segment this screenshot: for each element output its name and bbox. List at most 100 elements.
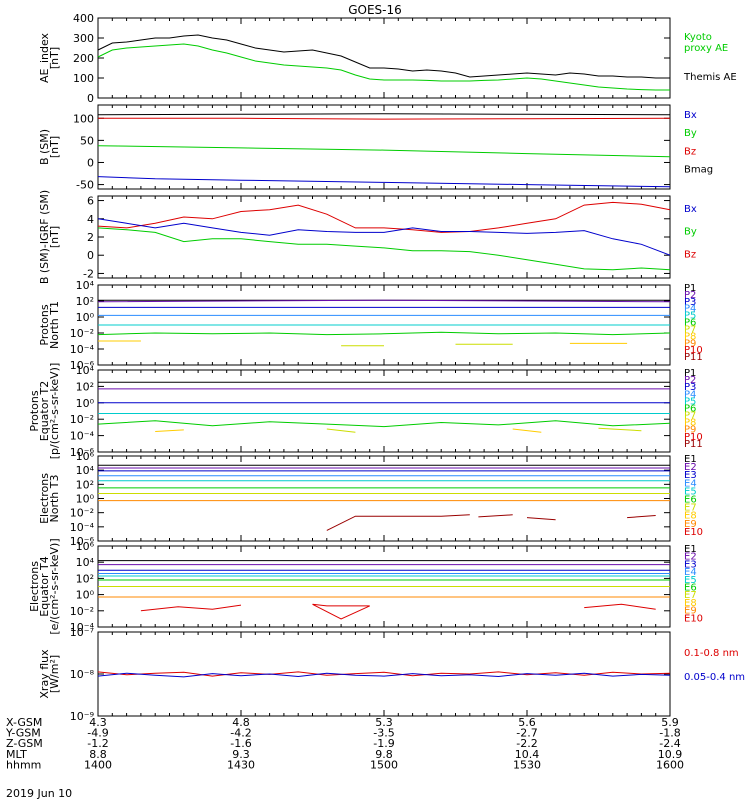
legend-item: E2 (684, 462, 697, 473)
y-tick-label: 0 (87, 156, 94, 169)
plot-frame (97, 455, 671, 542)
legend-item: P5 (684, 311, 696, 322)
y-axis-label-line: [W/m²] (48, 655, 61, 693)
legend-item: E7 (684, 503, 697, 514)
y-tick-label: 10⁻⁹ (70, 710, 94, 723)
series-line-5 (97, 420, 671, 428)
y-axis-label-line: AE_index (38, 32, 51, 83)
y-axis-label-line: B (SM) (38, 129, 51, 165)
series-line-10 (478, 514, 513, 518)
series-line-7 (326, 428, 356, 433)
series-line-9 (140, 604, 242, 612)
y-axis-label-line: Equator T4 (38, 556, 51, 616)
legend-item: By (684, 128, 697, 139)
y-tick-label: 10⁴ (76, 556, 95, 569)
legend-item: Bx (684, 110, 697, 121)
axis-row-value: 9.3 (232, 748, 250, 761)
legend-item: P10 (684, 432, 703, 443)
y-tick-label: 100 (73, 112, 94, 125)
y-tick-label: 6 (87, 195, 94, 208)
legend-item: P8 (684, 418, 696, 429)
legend-item: Themis AE (683, 72, 737, 83)
legend: Bx By Bz (684, 204, 697, 261)
legend-item: E9 (684, 606, 697, 617)
legend-item: E1 (684, 544, 697, 555)
axis-row-value: 1400 (84, 758, 112, 771)
y-axis-label-line: Protons (38, 304, 51, 345)
y-axis-label: B (SM)[nT] (38, 129, 61, 165)
axis-row-value: 8.8 (89, 748, 107, 761)
y-tick-label: 100 (73, 72, 94, 85)
axis-row-value: 1600 (656, 758, 684, 771)
axis-row-value: 4.3 (89, 716, 107, 729)
axis-row-value: 1530 (513, 758, 541, 771)
panel-2: -50 0 50 100 B (SM)[nT] Bx By Bz Bmag (38, 104, 713, 192)
legend-item: Bmag (684, 165, 713, 176)
y-tick-label: 10⁻⁴ (70, 430, 95, 443)
axis-row-value: 10.4 (515, 748, 540, 761)
y-axis-label-line: Electrons (38, 473, 51, 524)
y-axis-label-line: Xray flux (38, 649, 51, 699)
y-tick-label: 0 (87, 249, 94, 262)
legend-item: P1 (684, 283, 696, 294)
y-tick-label: 400 (73, 12, 94, 25)
legend-item: E1 (684, 454, 697, 465)
y-tick-label: 10⁰ (76, 493, 95, 506)
axis-row-value: 10.9 (658, 748, 683, 761)
series-line-8 (512, 428, 542, 433)
legend-item: P3 (684, 382, 696, 393)
legend-item: E4 (684, 567, 697, 578)
axis-row-value: 5.9 (661, 716, 679, 729)
legend-item: P10 (684, 345, 703, 356)
y-axis-label-line: [p/(cm²-s-sr-keV)] (48, 363, 61, 460)
legend-item: E4 (684, 478, 697, 489)
y-tick-label: 10⁻⁶ (70, 446, 95, 459)
y-tick-label: 2 (87, 231, 94, 244)
legend-item: P11 (684, 439, 703, 450)
axis-row-value: 4.8 (232, 716, 250, 729)
y-tick-label: 10⁴ (76, 364, 95, 377)
y-tick-label: 300 (73, 32, 94, 45)
y-tick-label: 10² (76, 572, 94, 585)
y-axis-label-line: Equator T2 (38, 381, 51, 441)
legend-item: E6 (684, 583, 697, 594)
legend-item: E2 (684, 552, 697, 563)
axis-row-value: -1.2 (87, 737, 108, 750)
legend-item: P4 (684, 389, 696, 400)
y-axis-label-line: [e/(cm²-s-sr-keV)] (48, 538, 61, 634)
series-line-6 (155, 429, 184, 432)
y-axis-label-line: [nT] (48, 136, 61, 158)
y-tick-label: -50 (76, 179, 94, 192)
legend-item: P9 (684, 425, 696, 436)
y-axis-label-line: [nT] (48, 226, 61, 248)
legend-item: P7 (684, 411, 696, 422)
y-tick-label: 200 (73, 52, 94, 65)
y-axis-label: AE_index[nT] (38, 32, 61, 83)
axis-row-value: -3.5 (373, 727, 394, 740)
series-line-3 (97, 227, 671, 271)
axis-row-value: -4.2 (230, 727, 251, 740)
y-tick-label: 10² (76, 295, 94, 308)
legend-item: E8 (684, 598, 697, 609)
y-tick-label: 10⁻⁷ (70, 626, 94, 639)
series-line-9 (326, 514, 470, 531)
panel-8: 10⁻⁹ 10⁻⁸ 10⁻⁷ Xray flux[W/m²] 0.1-0.8 nm 0.0… (38, 626, 745, 723)
y-tick-label: 10² (76, 478, 94, 491)
axis-row-label: hhmm (6, 758, 41, 771)
legend: 0.1-0.8 nm 0.05-0.4 nm (684, 648, 745, 683)
series-line-2 (98, 117, 671, 120)
legend-item: E5 (684, 575, 697, 586)
legend-item: E10 (684, 613, 703, 624)
series-line-4 (97, 176, 671, 188)
legend-item: E3 (684, 559, 697, 570)
y-axis-label-line: B (SM)-IGRF (SM) (38, 190, 51, 284)
plot-frame (97, 17, 671, 99)
series-line-1 (97, 671, 671, 677)
